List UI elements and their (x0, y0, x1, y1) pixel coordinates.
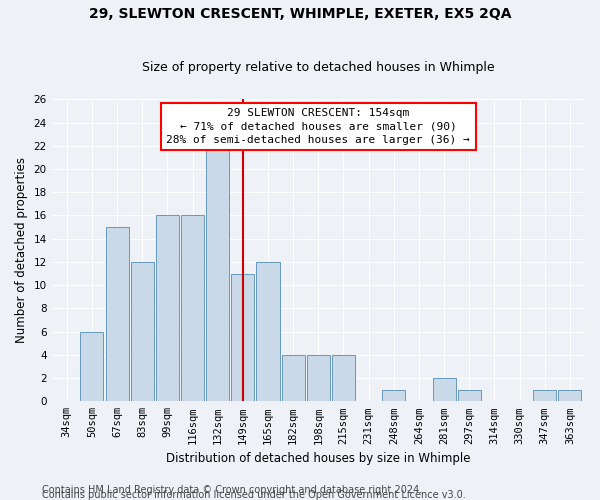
X-axis label: Distribution of detached houses by size in Whimple: Distribution of detached houses by size … (166, 452, 470, 465)
Bar (181, 216, 204, 402)
Bar (80, 332, 103, 402)
Bar (256, 262, 280, 402)
Bar (206, 146, 229, 402)
Bar (231, 274, 254, 402)
Bar (433, 378, 455, 402)
Title: Size of property relative to detached houses in Whimple: Size of property relative to detached ho… (142, 62, 494, 74)
Bar (307, 355, 330, 402)
Bar (332, 355, 355, 402)
Text: Contains HM Land Registry data © Crown copyright and database right 2024.: Contains HM Land Registry data © Crown c… (42, 485, 422, 495)
Y-axis label: Number of detached properties: Number of detached properties (15, 158, 28, 344)
Bar (106, 227, 128, 402)
Bar (156, 216, 179, 402)
Bar (559, 390, 581, 402)
Bar (382, 390, 406, 402)
Text: 29, SLEWTON CRESCENT, WHIMPLE, EXETER, EX5 2QA: 29, SLEWTON CRESCENT, WHIMPLE, EXETER, E… (89, 8, 511, 22)
Text: Contains public sector information licensed under the Open Government Licence v3: Contains public sector information licen… (42, 490, 466, 500)
Bar (281, 355, 305, 402)
Text: 29 SLEWTON CRESCENT: 154sqm
← 71% of detached houses are smaller (90)
28% of sem: 29 SLEWTON CRESCENT: 154sqm ← 71% of det… (166, 108, 470, 144)
Bar (533, 390, 556, 402)
Bar (131, 262, 154, 402)
Bar (458, 390, 481, 402)
